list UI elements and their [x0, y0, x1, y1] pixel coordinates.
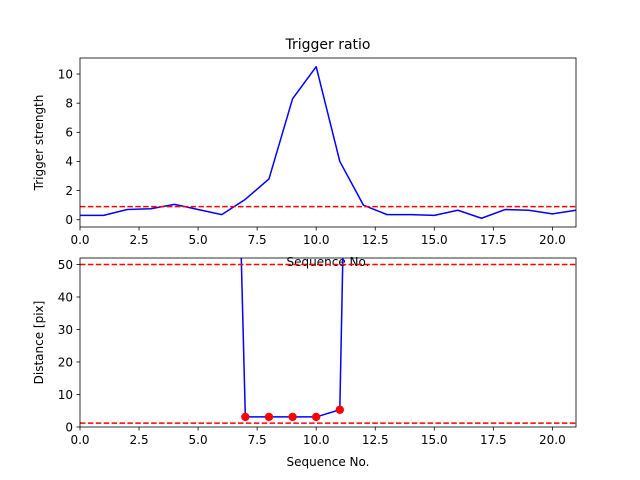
distance-panel: 0.0 2.5 5.0 7.5 10.0 12.5 15.0 17.5 20.0 0 10 20 30 4…: [32, 257, 577, 469]
x-tick-label: 12.5: [362, 233, 389, 247]
y-tick-label: 10: [58, 388, 73, 402]
x-tick-label: 2.5: [130, 433, 149, 447]
x-tick-label: 0.0: [70, 233, 89, 247]
x-tick-label: 5.0: [189, 433, 208, 447]
y-tick-label: 10: [58, 67, 73, 81]
y-tick-label: 30: [58, 323, 73, 337]
x-tick-label: 10.0: [303, 433, 330, 447]
data-point-marker: [288, 412, 297, 422]
x-tick-label: 0.0: [70, 433, 89, 447]
x-tick-label: 7.5: [248, 233, 267, 247]
chart-title: Trigger ratio: [284, 37, 370, 53]
x-tick-label: 5.0: [189, 233, 208, 247]
y-tick-label: 6: [65, 126, 73, 140]
x-tick-label: 17.5: [480, 433, 507, 447]
y-axis-label: Distance [pix]: [32, 301, 46, 385]
y-tick-label: 2: [65, 184, 73, 198]
y-tick-label: 40: [58, 290, 73, 304]
x-tick-label: 10.0: [303, 233, 330, 247]
axes-frame: [79, 257, 577, 428]
data-point-marker: [311, 412, 321, 422]
axes-frame: [79, 57, 577, 228]
y-tick-label: 4: [65, 155, 73, 169]
plot-area: [80, 258, 576, 424]
y-tick-label: 50: [58, 258, 73, 272]
series-line-0: [80, 65, 576, 220]
data-point-marker: [335, 405, 345, 414]
plot-area: [80, 65, 576, 220]
y-tick-label: 0: [65, 420, 73, 434]
x-tick-label: 20.0: [539, 233, 566, 247]
data-point-marker: [241, 412, 250, 422]
x-tick-label: 2.5: [130, 233, 149, 247]
y-axis-label: Trigger strength: [32, 95, 46, 192]
x-axis-label: Sequence No.: [287, 455, 370, 469]
x-tick-label: 17.5: [480, 233, 507, 247]
y-tick-label: 20: [58, 355, 73, 369]
y-tick-label: 8: [65, 96, 73, 110]
x-tick-label: 20.0: [539, 433, 566, 447]
trigger-ratio-panel: 0.0 2.5 5.0 7.5 10.0 12.5 15.0 17.5 20.0 0 2 4 6 8 10 S…: [32, 37, 577, 269]
x-tick-label: 15.0: [421, 433, 448, 447]
data-point-marker: [264, 412, 274, 422]
x-tick-label: 12.5: [362, 433, 389, 447]
x-tick-label: 15.0: [421, 233, 448, 247]
y-tick-label: 0: [65, 213, 73, 227]
x-axis-label: Sequence No.: [287, 255, 370, 269]
x-tick-label: 7.5: [248, 433, 267, 447]
